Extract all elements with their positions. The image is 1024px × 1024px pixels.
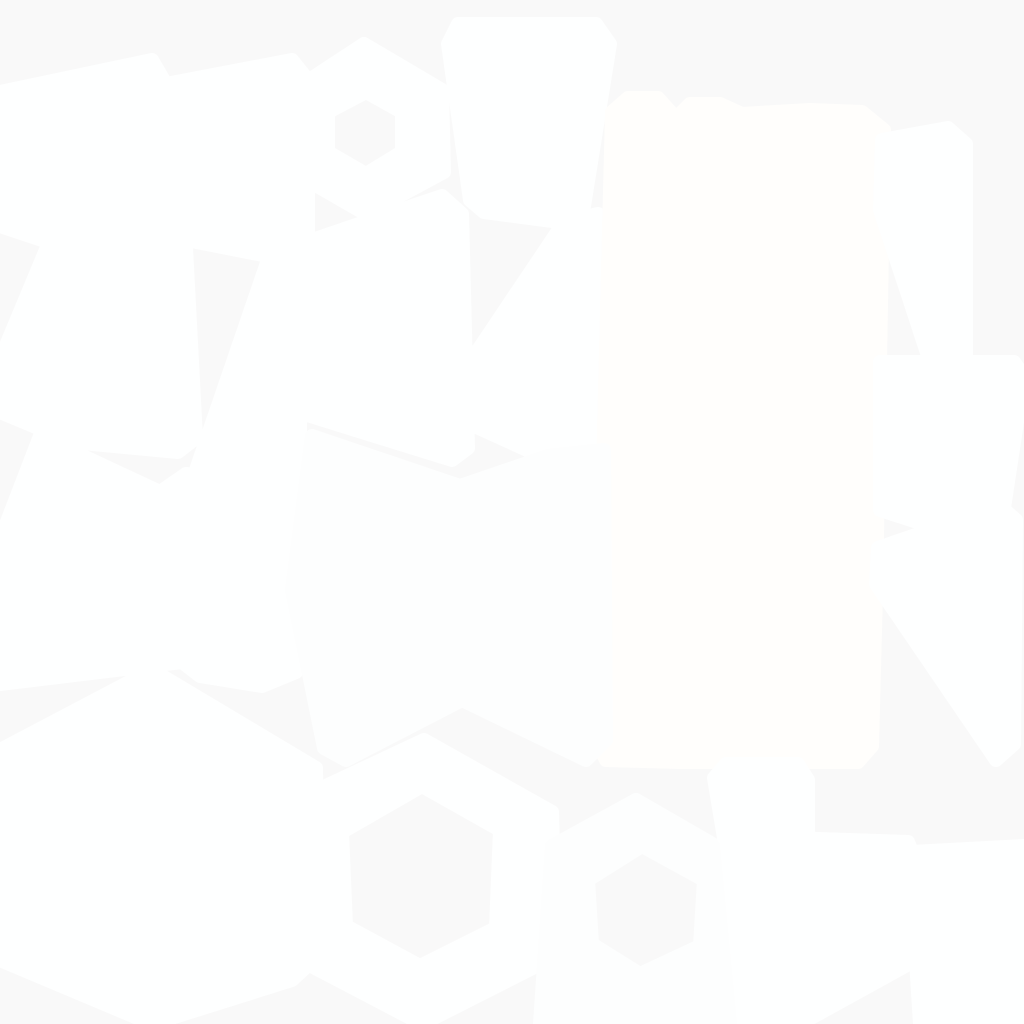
- center-tilted-quad: [297, 189, 475, 467]
- lower-center-hexagon-ring: [289, 733, 563, 1024]
- bottom-right-slab: [719, 829, 1024, 1024]
- tall-sliver: [189, 243, 307, 479]
- center-lower-quad: [285, 429, 613, 767]
- top-hexagon-ring: [293, 37, 451, 221]
- left-lower-quad: [0, 429, 303, 693]
- right-lower-wedge: [869, 499, 1023, 767]
- left-mid-quad: [0, 225, 203, 459]
- top-left-quad: [0, 53, 173, 253]
- small-square-cap: [707, 757, 815, 845]
- top-trapezoid: [441, 17, 617, 229]
- tall-column: [593, 91, 891, 769]
- top-quad-2: [159, 53, 315, 263]
